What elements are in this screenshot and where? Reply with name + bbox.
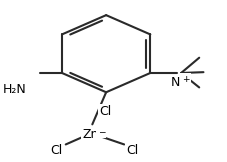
Text: +: + <box>181 75 188 84</box>
Text: Cl: Cl <box>50 144 62 157</box>
Text: −: − <box>97 127 105 136</box>
Text: H₂N: H₂N <box>3 83 26 96</box>
Text: N: N <box>170 76 179 89</box>
Text: Cl: Cl <box>126 144 138 157</box>
Text: Zn: Zn <box>82 127 98 140</box>
Text: Cl: Cl <box>99 105 111 118</box>
